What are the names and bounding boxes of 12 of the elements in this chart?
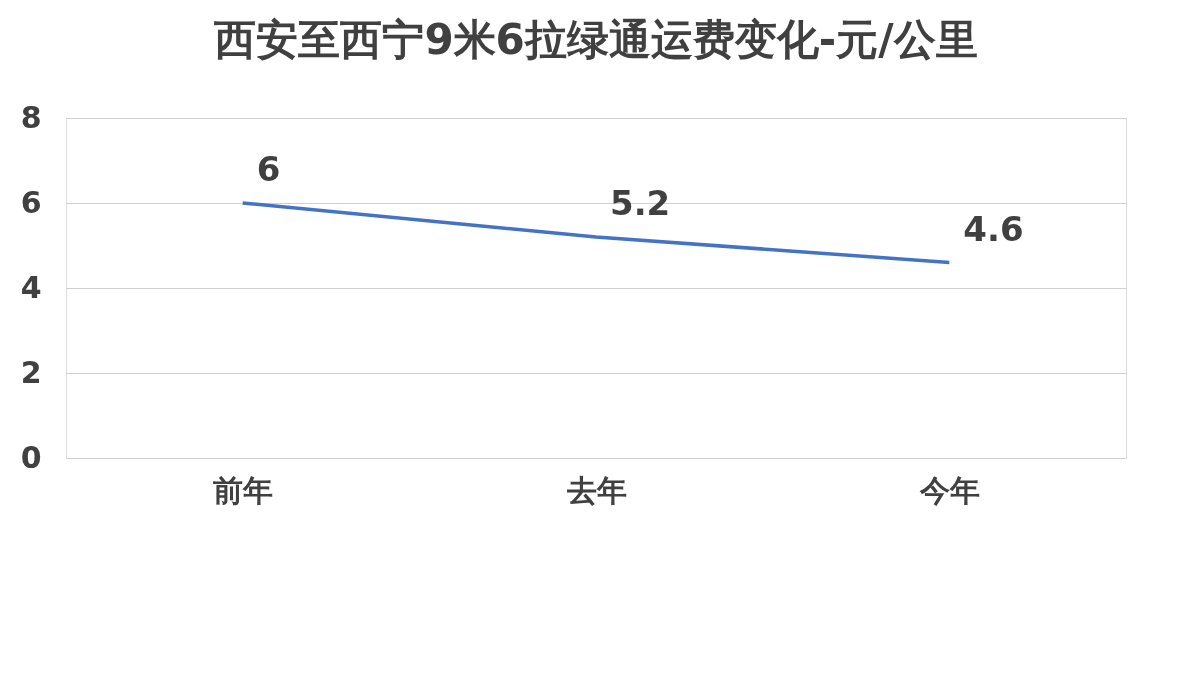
y-tick-label: 6	[20, 184, 42, 220]
y-tick-label: 8	[20, 99, 42, 135]
chart-title: 西安至西宁9米6拉绿通运费变化-元/公里	[213, 15, 978, 64]
data-label: 5.2	[610, 183, 671, 223]
y-tick-label: 4	[20, 269, 42, 305]
x-tick-label: 前年	[213, 472, 274, 508]
x-tick-label: 去年	[565, 472, 627, 508]
y-tick-label: 0	[20, 439, 42, 475]
data-label: 6	[256, 149, 281, 189]
x-tick-label: 今年	[918, 472, 980, 508]
y-tick-label: 2	[20, 354, 42, 390]
data-label: 4.6	[963, 208, 1024, 249]
